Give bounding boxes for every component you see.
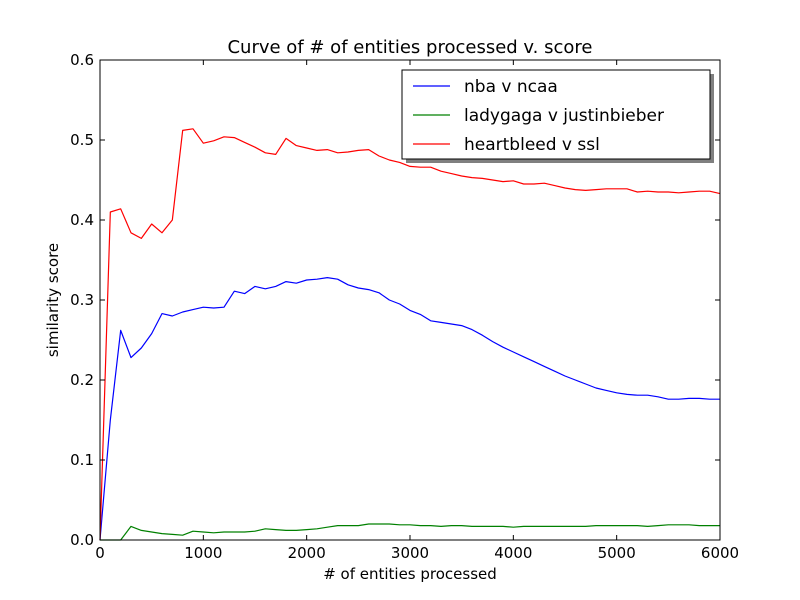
y-tick-label: 0.4 <box>70 211 94 229</box>
y-tick-label: 0.3 <box>70 291 94 309</box>
x-tick-label: 2000 <box>288 544 326 562</box>
legend-entries: nba v ncaa ladygaga v justinbieber heartbl… <box>413 77 664 155</box>
y-tick-label: 0.5 <box>70 131 94 149</box>
legend-label-2: ladygaga v justinbieber <box>464 106 664 126</box>
legend-label-3: heartbleed v ssl <box>464 135 600 155</box>
x-tick-label: 1000 <box>184 544 222 562</box>
chart-title: Curve of # of entities processed v. scor… <box>227 37 592 58</box>
x-tick-label: 4000 <box>494 544 532 562</box>
legend-label-1: nba v ncaa <box>464 77 558 97</box>
x-tick-label: 3000 <box>391 544 429 562</box>
x-tick-label: 0 <box>95 544 105 562</box>
legend-box <box>401 69 711 160</box>
series-line-2 <box>100 523 720 541</box>
y-tick-label: 0.1 <box>70 451 94 469</box>
y-tick-label: 0.0 <box>70 531 94 549</box>
series-line-1 <box>99 277 720 541</box>
tick-layer: 0 1000 2000 3000 4000 5000 6000 0.0 0.1 0.2 0.3 0.4… <box>70 51 739 562</box>
x-tick-label: 5000 <box>598 544 636 562</box>
x-tick-label: 6000 <box>701 544 739 562</box>
x-axis-label: # of entities processed <box>323 565 497 583</box>
y-tick-label: 0.2 <box>70 371 94 389</box>
y-axis-label: similarity score <box>44 243 62 357</box>
legend: nba v ncaa ladygaga v justinbieber heartbl… <box>401 69 714 163</box>
series-layer <box>99 128 721 541</box>
series-line-3 <box>99 128 721 541</box>
y-tick-label: 0.6 <box>70 51 94 69</box>
